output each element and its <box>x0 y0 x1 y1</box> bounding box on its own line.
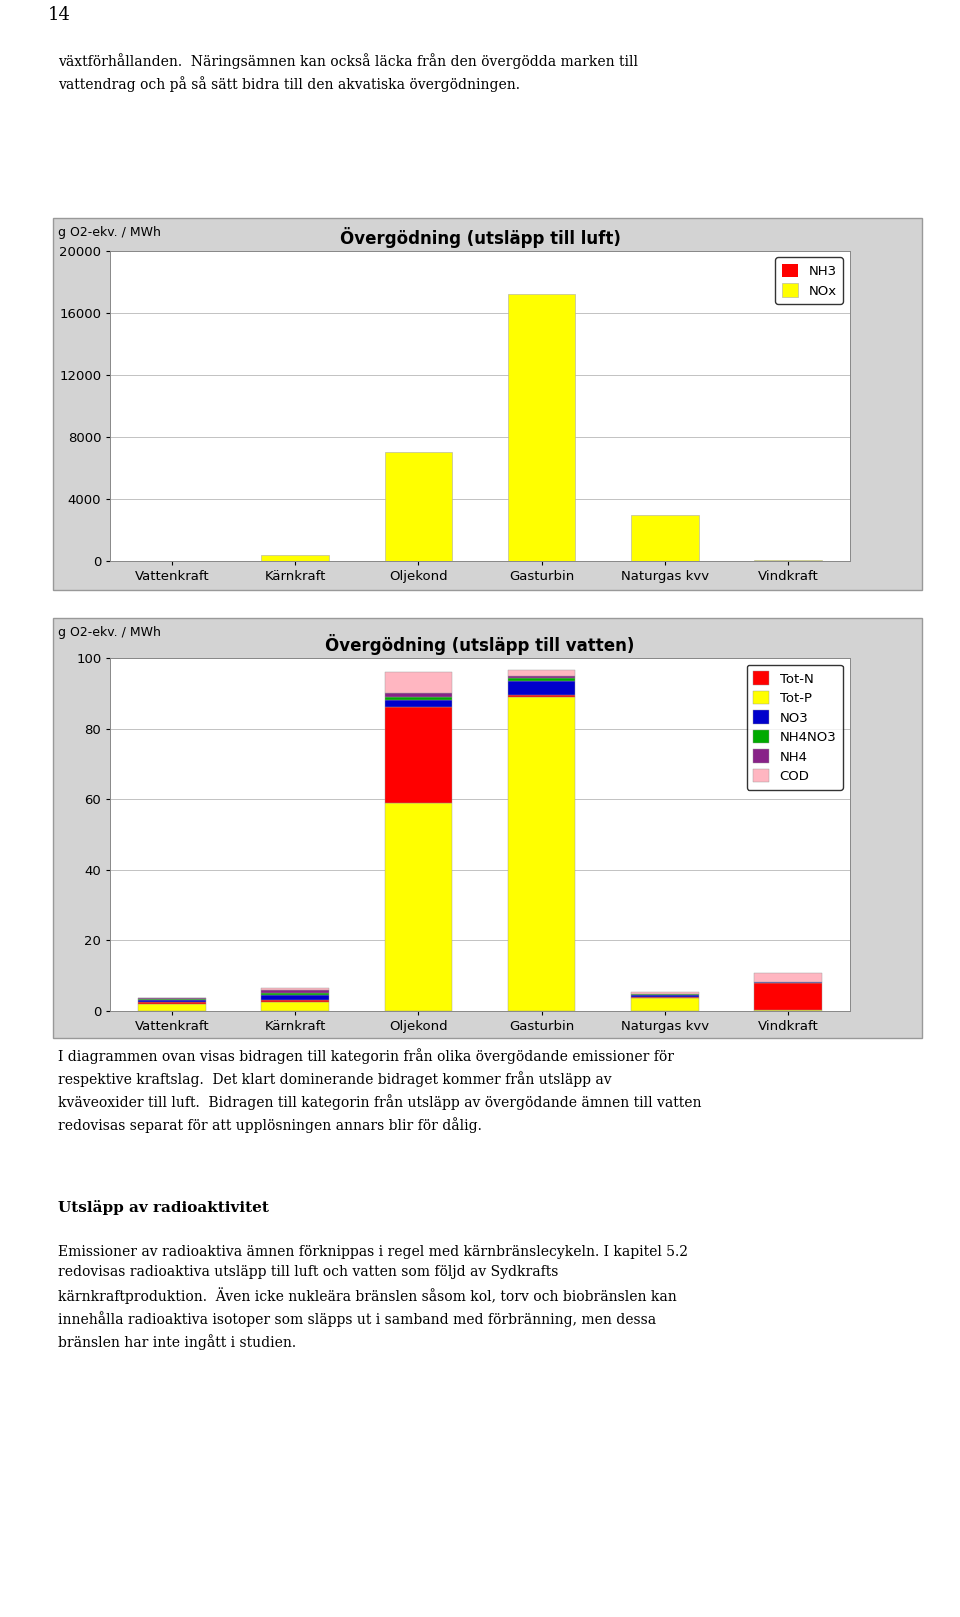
Bar <box>385 708 452 802</box>
Bar <box>261 994 329 999</box>
Bar <box>755 983 822 1009</box>
Bar <box>631 514 699 561</box>
Bar <box>138 1003 205 1004</box>
Text: 14: 14 <box>48 5 71 24</box>
Bar <box>261 555 329 561</box>
Legend: NH3, NOx: NH3, NOx <box>776 257 843 304</box>
Bar <box>138 999 205 1003</box>
Bar <box>508 676 575 678</box>
Bar <box>631 998 699 1011</box>
Text: växtförhållanden.  Näringsämnen kan också läcka från den övergödda marken till
v: växtförhållanden. Näringsämnen kan också… <box>58 53 637 92</box>
Bar <box>508 678 575 681</box>
Bar <box>261 1003 329 1011</box>
Bar <box>385 453 452 561</box>
Bar <box>261 988 329 990</box>
Bar <box>138 1004 205 1011</box>
Text: g O2-ekv. / MWh: g O2-ekv. / MWh <box>58 626 160 639</box>
Bar <box>385 697 452 700</box>
Bar <box>385 802 452 1011</box>
Bar <box>631 996 699 998</box>
Bar <box>385 700 452 708</box>
Bar <box>261 993 329 994</box>
Bar <box>508 294 575 561</box>
Title: Övergödning (utsläpp till vatten): Övergödning (utsläpp till vatten) <box>325 634 635 655</box>
Bar <box>261 990 329 993</box>
Text: g O2-ekv. / MWh: g O2-ekv. / MWh <box>58 226 160 239</box>
Bar <box>385 673 452 694</box>
Bar <box>508 671 575 676</box>
Text: Emissioner av radioaktiva ämnen förknippas i regel med kärnbränslecykeln. I kapi: Emissioner av radioaktiva ämnen förknipp… <box>58 1245 687 1350</box>
Bar <box>385 694 452 697</box>
Text: I diagrammen ovan visas bidragen till kategorin från olika övergödande emissione: I diagrammen ovan visas bidragen till ka… <box>58 1048 701 1132</box>
Legend: Tot-N, Tot-P, NO3, NH4NO3, NH4, COD: Tot-N, Tot-P, NO3, NH4NO3, NH4, COD <box>747 665 843 789</box>
Bar <box>755 973 822 982</box>
Bar <box>508 681 575 695</box>
Bar <box>631 991 699 994</box>
Bar <box>508 695 575 697</box>
Bar <box>261 999 329 1003</box>
Text: Utsläpp av radioaktivitet: Utsläpp av radioaktivitet <box>58 1200 269 1214</box>
Title: Övergödning (utsläpp till luft): Övergödning (utsläpp till luft) <box>340 226 620 247</box>
Bar <box>508 697 575 1011</box>
